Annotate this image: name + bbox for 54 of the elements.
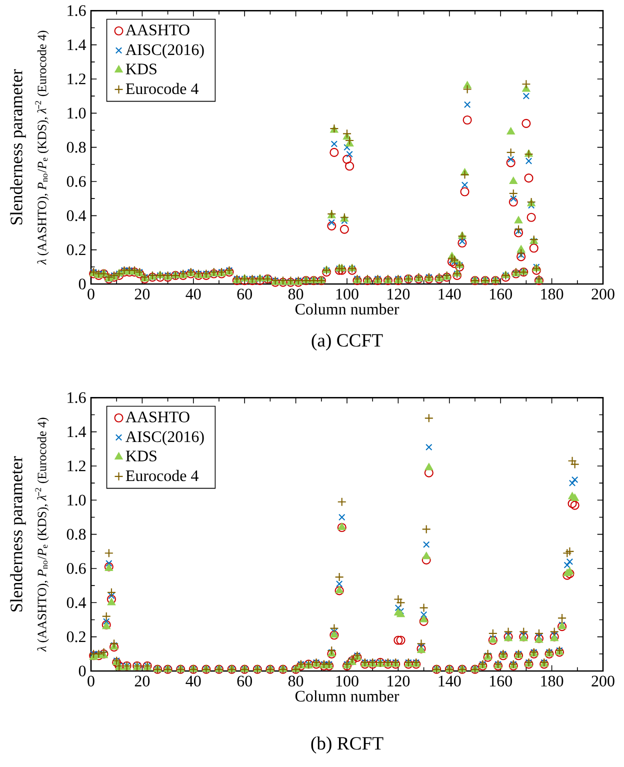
x-tick-label: 60 xyxy=(237,676,252,686)
x-tick-label: 140 xyxy=(438,288,461,300)
legend-label: AASHTO xyxy=(126,24,190,36)
x-tick-label: 0 xyxy=(88,288,94,300)
y-axis-title: Slenderness parameter xyxy=(10,69,26,224)
x-tick-label: 140 xyxy=(438,676,461,686)
legend-label: AASHTO xyxy=(126,412,190,422)
y-tick-label: 0.8 xyxy=(66,528,86,540)
y-tick-label: 1.4 xyxy=(68,39,86,50)
y-tick-label: 0 xyxy=(78,666,86,676)
y-tick-label: 1.4 xyxy=(68,426,86,438)
x-tick-label: 200 xyxy=(592,288,614,300)
y-tick-label: 1.0 xyxy=(68,108,86,119)
legend-label: AISC(2016) xyxy=(126,430,204,446)
x-tick-label: 200 xyxy=(592,676,614,686)
y-tick-label: 0.8 xyxy=(66,142,86,153)
x-axis-title: Column number xyxy=(295,690,400,702)
x-tick-label: 160 xyxy=(490,676,512,686)
x-tick-label: 0 xyxy=(88,676,94,686)
x-tick-label: 160 xyxy=(490,288,512,300)
x-tick-label: 180 xyxy=(541,288,564,300)
y-tick-label: 0.6 xyxy=(66,176,86,187)
text: (a) CCFT xyxy=(312,334,383,350)
y-tick-label: 1.0 xyxy=(68,494,86,506)
x-tick-label: 180 xyxy=(541,676,564,686)
y-tick-label: 0.2 xyxy=(66,244,86,256)
x-tick-label: 120 xyxy=(388,676,410,686)
x-tick-label: 60 xyxy=(237,288,252,300)
y-tick-label: 0.4 xyxy=(66,597,86,608)
y-tick-label: 0 xyxy=(78,278,86,290)
x-tick-label: 120 xyxy=(388,288,410,300)
x-tick-label: 40 xyxy=(186,288,201,300)
y-tick-label: 1.6 xyxy=(68,392,86,404)
y-tick-label: 1.6 xyxy=(68,5,86,16)
x-tick-label: 80 xyxy=(288,288,304,300)
y-tick-label: 0.6 xyxy=(66,563,86,574)
y-tick-label: 0.4 xyxy=(66,210,86,222)
legend-label: KDS xyxy=(126,64,156,74)
x-tick-label: 20 xyxy=(134,288,150,300)
x-tick-label: 80 xyxy=(288,676,304,686)
legend-label: Eurocode 4 xyxy=(126,82,198,94)
x-tick-label: 20 xyxy=(134,676,150,686)
x-tick-label: 100 xyxy=(336,288,358,300)
y-tick-label: 1.2 xyxy=(68,460,86,472)
x-tick-label: 100 xyxy=(336,676,358,686)
y-tick-label: 1.2 xyxy=(68,74,86,84)
x-axis-title: Column number xyxy=(295,303,400,315)
x-tick-label: 40 xyxy=(186,676,201,686)
legend-label: Eurocode 4 xyxy=(126,470,198,482)
legend-label: AISC(2016) xyxy=(126,44,204,58)
y-tick-label: 0.2 xyxy=(66,631,86,642)
legend-label: KDS xyxy=(126,450,156,462)
text: (b) RCFT xyxy=(311,736,384,754)
y-axis-title: Slenderness parameter xyxy=(10,456,26,612)
